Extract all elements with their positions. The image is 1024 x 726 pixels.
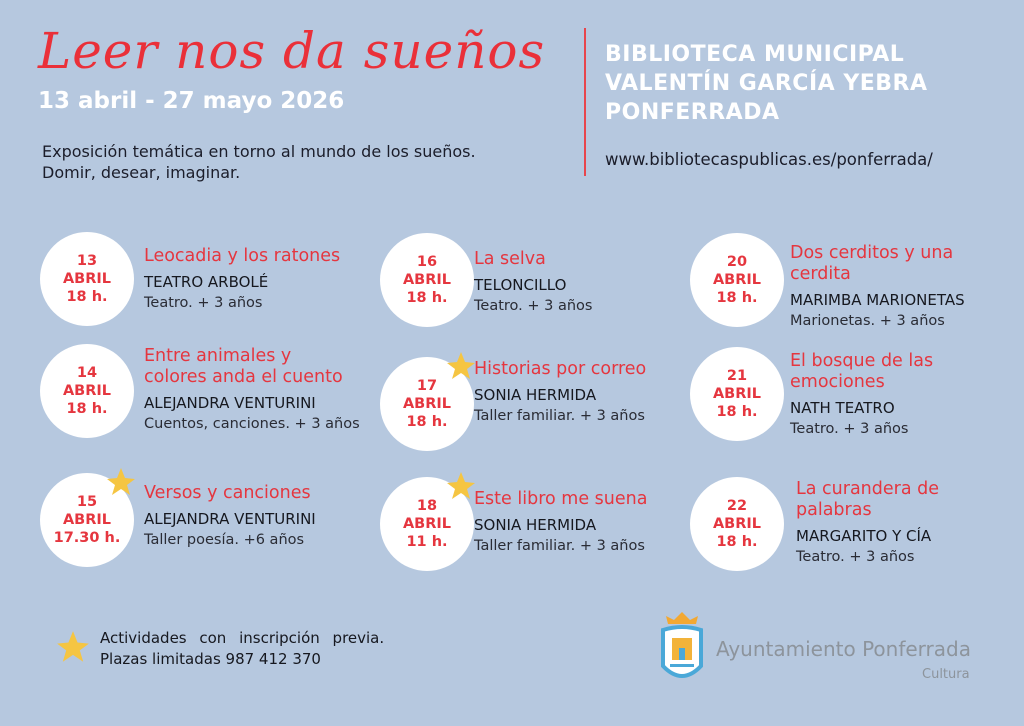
event-date-badge: 13 ABRIL 18 h.: [40, 232, 134, 326]
event-company: ALEJANDRA VENTURINI: [144, 510, 316, 528]
library-line: VALENTÍN GARCÍA YEBRA: [605, 71, 928, 96]
event-day: 20: [726, 254, 748, 270]
event-info: El bosque de las emociones NATH TEATRO T…: [790, 351, 970, 440]
event-day: 14: [76, 365, 98, 381]
event-info: Historias por correo SONIA HERMIDA Talle…: [474, 359, 646, 427]
event-title: Este libro me suena: [474, 489, 648, 509]
event-month: ABRIL: [402, 516, 452, 532]
event-title: Leocadia y los ratones: [144, 246, 341, 266]
library-url[interactable]: www.bibliotecaspublicas.es/ponferrada/: [605, 150, 933, 169]
event-title: La selva: [474, 249, 546, 269]
city-council-department: Cultura: [922, 667, 970, 682]
event-description: Taller poesía. +6 años: [144, 532, 305, 548]
event-month: ABRIL: [62, 383, 112, 399]
ponferrada-coat-of-arms-icon: [661, 612, 703, 678]
event-date-badge: 14 ABRIL 18 h.: [40, 344, 134, 438]
poster-title: Leer nos da sueños: [38, 22, 546, 80]
event-time: 18 h.: [406, 414, 448, 430]
event-time: 18 h.: [716, 534, 758, 550]
event-company: SONIA HERMIDA: [474, 386, 597, 404]
library-line: BIBLIOTECA MUNICIPAL: [605, 42, 905, 67]
event-info: Leocadia y los ratones TEATRO ARBOLÉ Tea…: [144, 246, 340, 314]
event-description: Cuentos, canciones. + 3 años: [144, 416, 360, 432]
event-month: ABRIL: [712, 386, 762, 402]
city-council-name: Ayuntamiento Ponferrada: [716, 637, 971, 661]
registration-note: Actividades con inscripción previa. Plaz…: [100, 628, 384, 670]
event-date-badge: 21 ABRIL 18 h.: [690, 347, 784, 441]
event-description: Marionetas. + 3 años: [790, 313, 945, 329]
event-info: Entre animales y colores anda el cuento …: [144, 346, 360, 435]
event-month: ABRIL: [402, 272, 452, 288]
event-description: Teatro. + 3 años: [796, 549, 915, 565]
event-month: ABRIL: [62, 271, 112, 287]
event-month: ABRIL: [62, 512, 112, 528]
divider: [584, 28, 586, 176]
event-day: 13: [76, 253, 98, 269]
event-info: La selva TELONCILLO Teatro. + 3 años: [474, 249, 592, 317]
event-info: Dos cerditos y una cerdita MARIMBA MARIO…: [790, 243, 990, 332]
star-icon: [57, 631, 89, 662]
event-info: La curandera de palabras MARGARITO Y CÍA…: [796, 479, 976, 568]
event-day: 21: [726, 368, 748, 384]
exhibition-dates: 13 abril - 27 mayo 2026: [38, 88, 345, 114]
star-icon: [447, 472, 475, 499]
event-title: Versos y canciones: [144, 483, 311, 503]
event-description: Taller familiar. + 3 años: [474, 538, 645, 554]
event-title: Historias por correo: [474, 359, 647, 379]
event-month: ABRIL: [712, 516, 762, 532]
event-company: SONIA HERMIDA: [474, 516, 597, 534]
event-description: Taller familiar. + 3 años: [474, 408, 645, 424]
event-time: 18 h.: [716, 404, 758, 420]
event-company: NATH TEATRO: [790, 399, 895, 417]
star-icon: [447, 352, 475, 379]
event-title: La curandera de palabras: [796, 479, 939, 520]
event-day: 18: [416, 498, 438, 514]
note-line: Plazas limitadas 987 412 370: [100, 650, 321, 668]
event-day: 15: [76, 494, 98, 510]
event-date-badge: 16 ABRIL 18 h.: [380, 233, 474, 327]
event-time: 17.30 h.: [53, 530, 121, 546]
event-info: Versos y canciones ALEJANDRA VENTURINI T…: [144, 483, 316, 551]
event-date-badge: 20 ABRIL 18 h.: [690, 233, 784, 327]
event-company: TELONCILLO: [474, 276, 567, 294]
event-description: Teatro. + 3 años: [474, 298, 593, 314]
library-line: PONFERRADA: [605, 100, 780, 125]
event-time: 18 h.: [406, 290, 448, 306]
library-name: BIBLIOTECA MUNICIPAL VALENTÍN GARCÍA YEB…: [605, 40, 928, 127]
event-company: MARIMBA MARIONETAS: [790, 291, 965, 309]
event-title: Entre animales y colores anda el cuento: [144, 346, 343, 387]
event-day: 16: [416, 254, 438, 270]
event-company: MARGARITO Y CÍA: [796, 527, 932, 545]
event-title: El bosque de las emociones: [790, 351, 934, 392]
event-time: 18 h.: [66, 289, 108, 305]
event-info: Este libro me suena SONIA HERMIDA Taller…: [474, 489, 647, 557]
event-day: 17: [416, 378, 438, 394]
event-company: ALEJANDRA VENTURINI: [144, 394, 316, 412]
event-month: ABRIL: [402, 396, 452, 412]
intro-text: Exposición temática en torno al mundo de…: [42, 142, 476, 182]
event-date-badge: 22 ABRIL 18 h.: [690, 477, 784, 571]
event-company: TEATRO ARBOLÉ: [144, 273, 269, 291]
event-description: Teatro. + 3 años: [144, 295, 263, 311]
event-time: 18 h.: [66, 401, 108, 417]
event-time: 11 h.: [406, 534, 448, 550]
event-time: 18 h.: [716, 290, 758, 306]
event-description: Teatro. + 3 años: [790, 421, 909, 437]
star-icon: [107, 468, 135, 495]
event-month: ABRIL: [712, 272, 762, 288]
event-day: 22: [726, 498, 748, 514]
note-line: Actividades con inscripción previa.: [100, 629, 385, 647]
event-title: Dos cerditos y una cerdita: [790, 243, 954, 284]
